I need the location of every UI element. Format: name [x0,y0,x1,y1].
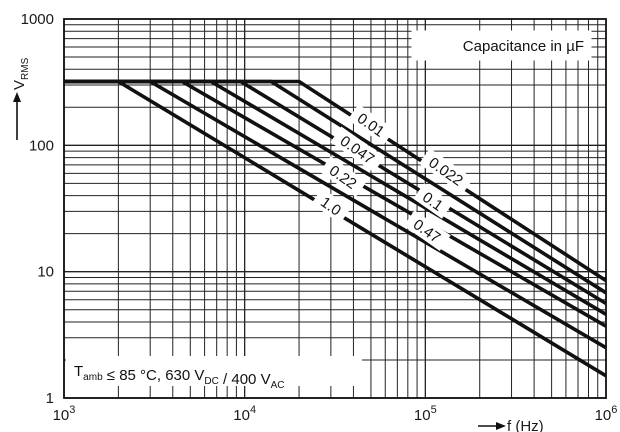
x-axis-label: f (Hz) [478,418,544,432]
x-axis-arrow-head [496,422,506,430]
x-tick-label: 103 [53,404,76,424]
legend-box: Capacitance in µF [411,30,592,61]
y-tick-label: 10 [37,264,54,281]
y-tick-label: 1000 [21,11,54,28]
plot-frame [63,18,607,399]
x-tick-label: 105 [414,404,437,424]
axes: 103 104 105 106 1 10 100 1000 [21,11,618,424]
series-line-1.0 [64,79,607,378]
y-tick-label: 100 [29,137,54,154]
curves [64,79,607,378]
legend-title: Capacitance in µF [463,38,584,55]
condition-note: Tamb ≤ 85 °C, 630 VDC / 400 VAC [74,363,284,391]
y-tick-label: 1 [46,390,54,407]
y-axis-arrow-head [13,92,21,102]
y-axis-title: VRMS [11,57,31,90]
x-axis-title: f (Hz) [507,418,544,432]
series-line-0.047 [64,79,607,306]
condition-note-box: Tamb ≤ 85 °C, 630 VDC / 400 VAC [66,356,362,391]
y-axis-label: VRMS [11,57,31,140]
series-line-0.022 [64,79,607,295]
x-tick-label: 106 [595,404,618,424]
x-tick-label: 104 [233,404,256,424]
